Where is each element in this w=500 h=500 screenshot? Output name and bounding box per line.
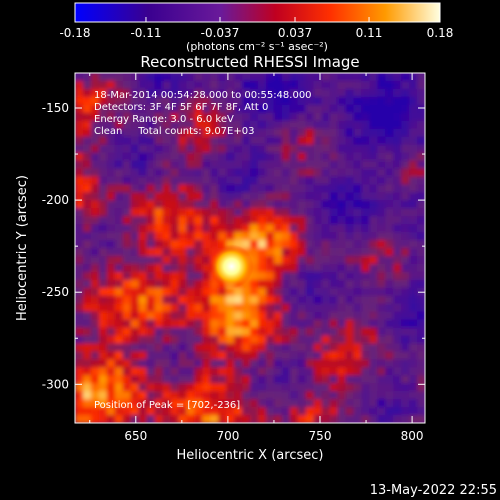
info-block: 18-Mar-2014 00:54:28.000 to 00:55:48.000… — [94, 90, 312, 411]
colorbar-tick-label: -0.18 — [59, 26, 90, 40]
generated-timestamp: 13-May-2022 22:55 — [370, 483, 497, 498]
info-time-range: 18-Mar-2014 00:54:28.000 to 00:55:48.000 — [94, 90, 312, 101]
chart-title: Reconstructed RHESSI Image — [140, 53, 359, 71]
colorbar-tick-label: 0.18 — [427, 26, 454, 40]
x-tick-label: 650 — [124, 429, 147, 443]
info-detectors: Detectors: 3F 4F 5F 6F 7F 8F, Att 0 — [94, 102, 268, 113]
y-axis-title: Heliocentric Y (arcsec) — [15, 175, 30, 321]
peak-position-label: Position of Peak = [702,-236] — [94, 400, 240, 411]
info-clean-counts: Clean Total counts: 9.07E+03 — [94, 126, 254, 137]
axis-ticks: 650 700 750 800 -150 -200 -250 -300 — [42, 73, 425, 443]
colorbar-ticks: -0.18 -0.11 -0.037 0.037 0.11 0.18 — [59, 17, 453, 40]
colorbar — [74, 2, 441, 23]
y-tick-label: -150 — [42, 101, 69, 115]
colorbar-tick-label: 0.11 — [356, 26, 383, 40]
x-tick-label: 800 — [401, 429, 424, 443]
x-axis-title: Heliocentric X (arcsec) — [177, 448, 324, 463]
heatmap-image — [75, 73, 425, 423]
y-tick-label: -300 — [42, 377, 69, 391]
info-energy-range: Energy Range: 3.0 - 6.0 keV — [94, 114, 234, 125]
y-tick-label: -250 — [42, 285, 69, 299]
colorbar-tick-label: -0.11 — [130, 26, 161, 40]
y-tick-label: -200 — [42, 193, 69, 207]
colorbar-units-label: (photons cm⁻² s⁻¹ asec⁻²) — [186, 40, 328, 53]
plot-frame — [74, 72, 426, 424]
x-tick-label: 700 — [216, 429, 239, 443]
colorbar-tick-label: 0.037 — [278, 26, 312, 40]
x-tick-label: 750 — [309, 429, 332, 443]
colorbar-tick-label: -0.037 — [201, 26, 240, 40]
peak-source — [209, 244, 254, 289]
